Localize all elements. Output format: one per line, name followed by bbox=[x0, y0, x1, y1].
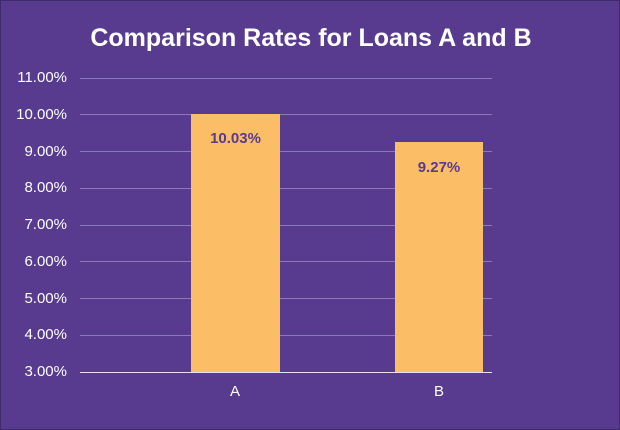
gridline bbox=[80, 114, 492, 115]
y-tick-label: 8.00% bbox=[24, 179, 67, 196]
x-axis-line bbox=[80, 372, 492, 373]
y-tick-label: 11.00% bbox=[17, 69, 67, 86]
bar-b: 9.27% bbox=[395, 142, 483, 372]
data-label-b: 9.27% bbox=[417, 159, 461, 176]
gridline bbox=[80, 298, 492, 299]
bar-a: 10.03% bbox=[191, 114, 280, 372]
gridline bbox=[80, 78, 492, 79]
gridline bbox=[80, 151, 492, 152]
gridline bbox=[80, 261, 492, 262]
y-tick-label: 7.00% bbox=[24, 216, 67, 233]
x-tick-label-b: B bbox=[433, 383, 444, 400]
y-tick-label: 5.00% bbox=[24, 290, 67, 307]
y-tick-label: 4.00% bbox=[24, 326, 67, 343]
gridline bbox=[80, 188, 492, 189]
chart-title: Comparison Rates for Loans A and B bbox=[90, 24, 532, 52]
y-tick-label: 10.00% bbox=[16, 106, 67, 123]
y-tick-label: 3.00% bbox=[24, 363, 67, 380]
x-tick-label-a: A bbox=[229, 383, 240, 400]
y-tick-label: 9.00% bbox=[24, 143, 67, 160]
gridline bbox=[80, 225, 492, 226]
y-tick-label: 6.00% bbox=[24, 253, 67, 270]
gridline bbox=[80, 335, 492, 336]
data-label-a: 10.03% bbox=[210, 130, 261, 147]
